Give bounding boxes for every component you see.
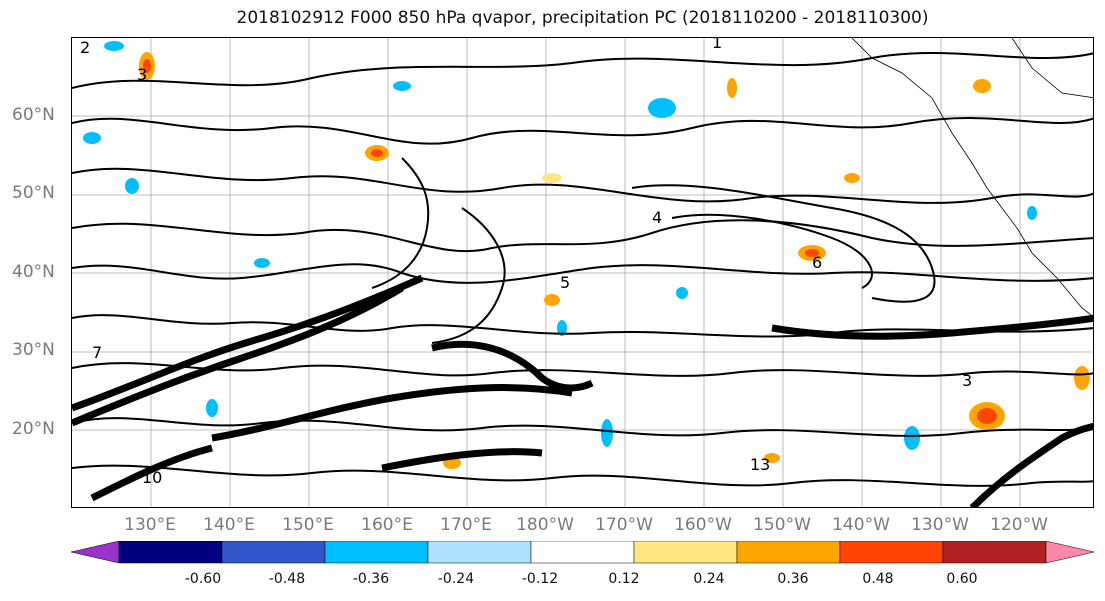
lon-label: 140°E [203,515,255,535]
map-canvas: 2 3 1 4 5 6 7 13 10 3 [72,38,1093,507]
colorbar-segment [839,541,944,564]
colorbar-segment [324,541,429,564]
contour-label: 7 [92,343,102,362]
lon-label: 130°W [911,515,969,535]
colorbar-tick-label: -0.12 [521,571,559,587]
colorbar-tick-label: 0.36 [777,571,809,587]
contour-label: 13 [750,455,770,474]
colorbar-segment [118,541,223,564]
colorbar-tick-label: 0.48 [862,571,894,587]
contour-label: 5 [560,273,570,292]
lon-label: 120°W [990,515,1048,535]
contour-label: 1 [712,38,722,52]
colorbar-tick-label: -0.36 [352,571,390,587]
colorbar-segment [633,541,738,564]
lat-label: 40°N [12,262,55,282]
colorbar-tick-label: -0.60 [184,571,222,587]
precip-shading [83,41,1090,469]
coastline [851,38,1093,317]
lon-label: 180°W [516,515,574,535]
colorbar-extend-right [1045,541,1095,564]
colorbar-segment [736,541,841,564]
lon-label: 150°W [753,515,811,535]
contour-labels: 2 3 1 4 5 6 7 13 10 3 [80,38,972,487]
colorbar-tick-label: -0.48 [268,571,306,587]
contour-label: 4 [652,208,662,227]
colorbar-segment [427,541,532,564]
colorbar-tick-label: 0.60 [946,571,978,587]
lon-label: 150°E [282,515,334,535]
lat-label: 20°N [12,419,55,439]
lon-label: 170°W [595,515,653,535]
qvapor-bands [72,274,1093,507]
lon-label: 160°W [674,515,732,535]
map-panel: 2 3 1 4 5 6 7 13 10 3 [71,37,1094,508]
lon-label: 160°E [361,515,413,535]
lon-label: 140°W [832,515,890,535]
colorbar-segment [942,541,1047,564]
lat-label: 50°N [12,183,55,203]
contour-label: 3 [137,65,147,84]
colorbar-extend-left [71,541,120,564]
contour-label: 2 [80,38,90,57]
lon-label: 130°E [124,515,176,535]
colorbar-segment [221,541,326,564]
contour-label: 6 [812,253,822,272]
lat-label: 30°N [12,340,55,360]
contour-label: 3 [962,371,972,390]
colorbar-tick-label: 0.12 [608,571,640,587]
colorbar-segment [530,541,635,564]
contour-label: 10 [142,468,162,487]
colorbar-tick-label: 0.24 [693,571,725,587]
lat-label: 60°N [12,105,55,125]
lon-label: 170°E [440,515,492,535]
map-title: 2018102912 F000 850 hPa qvapor, precipit… [236,8,929,28]
colorbar-tick-label: -0.24 [437,571,475,587]
colorbar [71,541,1095,564]
